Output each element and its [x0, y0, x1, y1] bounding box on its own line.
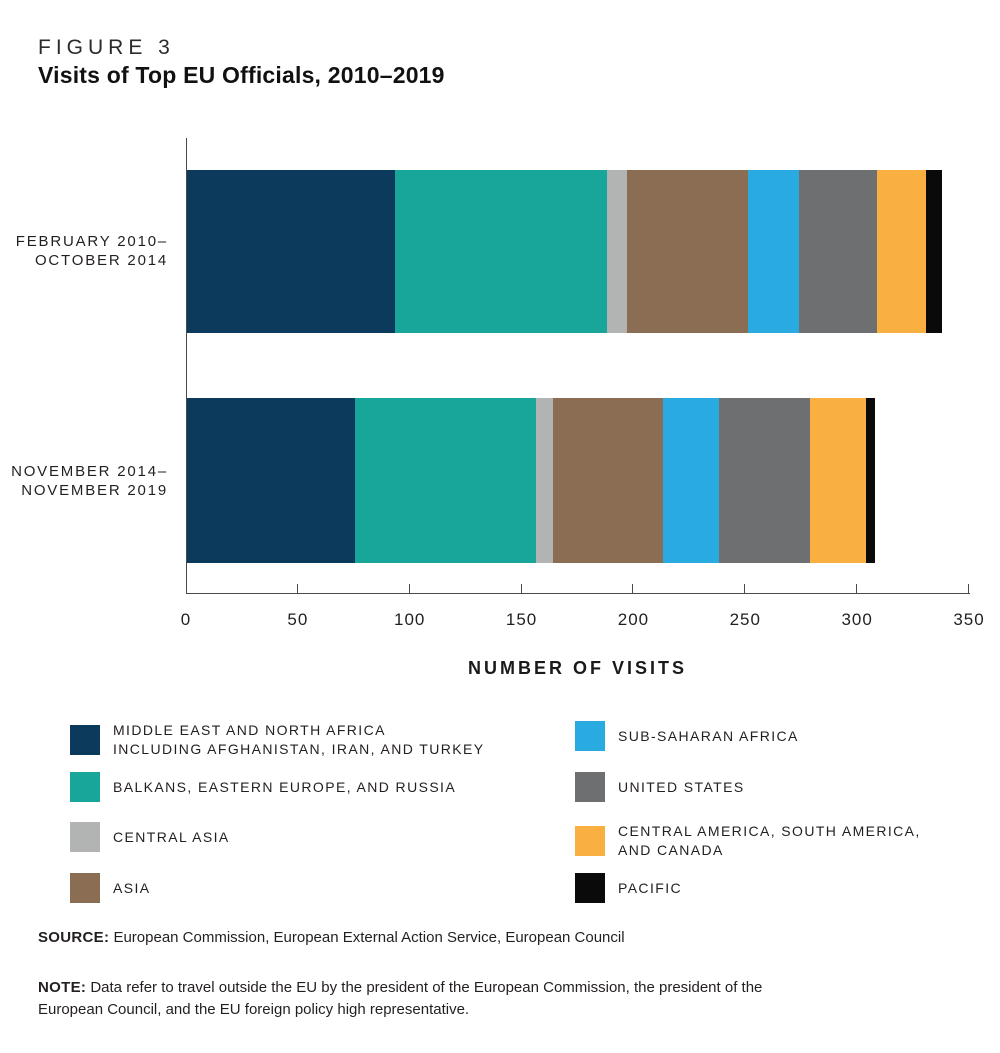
x-axis-tick — [856, 584, 858, 594]
x-axis-tick — [520, 584, 522, 594]
legend-label-line: CENTRAL AMERICA, SOUTH AMERICA, — [618, 823, 921, 839]
bar-segment — [810, 398, 867, 563]
legend-item: CENTRAL ASIA — [70, 822, 230, 852]
legend-item: CENTRAL AMERICA, SOUTH AMERICA, AND CANAD… — [575, 822, 921, 860]
x-axis-title: NUMBER OF VISITS — [467, 658, 687, 678]
legend-label-line: BALKANS, EASTERN EUROPE, AND RUSSIA — [113, 778, 457, 795]
x-axis-tick-label: 150 — [505, 610, 538, 629]
legend-label-line: MIDDLE EAST AND NORTH AFRICA — [113, 722, 386, 738]
legend-label: CENTRAL ASIA — [113, 828, 230, 847]
legend-item: MIDDLE EAST AND NORTH AFRICA INCLUDING AF… — [70, 721, 484, 759]
bar-segment — [866, 398, 876, 563]
legend-label: SUB-SAHARAN AFRICA — [618, 727, 799, 746]
x-axis-tick-label: 50 — [287, 610, 309, 629]
legend-label-line: UNITED STATES — [618, 778, 745, 795]
legend-swatch — [70, 772, 100, 802]
bar-segment — [187, 398, 355, 563]
legend-item: SUB-SAHARAN AFRICA — [575, 721, 799, 751]
legend-item: BALKANS, EASTERN EUROPE, AND RUSSIA — [70, 772, 456, 802]
category-label: FEBRUARY 2010– OCTOBER 2014 — [0, 232, 168, 270]
bar-segment — [553, 398, 663, 563]
legend-label: BALKANS, EASTERN EUROPE, AND RUSSIA — [113, 778, 456, 797]
category-label-line: OCTOBER 2014 — [34, 252, 168, 269]
category-label-line: FEBRUARY 2010– — [15, 233, 168, 250]
legend-label-line: SUB-SAHARAN AFRICA — [618, 727, 799, 744]
x-axis-tick — [968, 584, 969, 594]
x-axis-tick-label: 300 — [841, 610, 873, 629]
note-text-line-2: European Council, and the EU foreign pol… — [38, 1001, 470, 1018]
category-label: NOVEMBER 2014– NOVEMBER 2019 — [0, 462, 168, 500]
legend-swatch — [575, 826, 605, 856]
plot-area — [186, 138, 970, 594]
legend-label-line: ASIA — [113, 879, 151, 896]
figure-label: FIGURE 3 — [38, 36, 175, 59]
legend-item: UNITED STATES — [575, 772, 745, 802]
legend-swatch — [70, 822, 100, 852]
bar-segment — [747, 170, 800, 333]
bar-segment — [926, 170, 943, 333]
legend-label: UNITED STATES — [618, 778, 745, 797]
source-line: SOURCE: European Commission, European Ex… — [38, 929, 625, 946]
legend-item: ASIA — [70, 873, 151, 903]
legend-label-line: INCLUDING AFGHANISTAN, IRAN, AND TURKEY — [113, 741, 485, 757]
x-axis-tick-label: 250 — [729, 610, 761, 629]
bar-segment — [535, 398, 554, 563]
legend-item: PACIFIC — [575, 873, 682, 903]
note-text-line-1: Data refer to travel outside the EU by t… — [90, 979, 763, 996]
bar-segment — [627, 170, 748, 333]
legend-label-line: PACIFIC — [618, 879, 682, 896]
x-axis-tick-label: 100 — [394, 610, 426, 629]
legend-label: PACIFIC — [618, 879, 682, 898]
legend-swatch — [575, 721, 605, 751]
legend-swatch — [575, 772, 605, 802]
x-axis-tick — [744, 584, 746, 594]
bar-nov2014-nov2019 — [187, 398, 969, 563]
legend-swatch — [575, 873, 605, 903]
x-axis-line — [186, 593, 970, 594]
figure-title: Visits of Top EU Officials, 2010–2019 — [38, 62, 445, 88]
bar-segment — [877, 170, 927, 333]
bar-segment — [607, 170, 628, 333]
y-axis-line — [186, 138, 187, 594]
bar-feb2010-oct2014 — [187, 170, 969, 333]
x-axis-tick — [632, 584, 634, 594]
note-label: NOTE: — [38, 979, 87, 996]
category-label-line: NOVEMBER 2019 — [21, 482, 168, 499]
x-axis-tick-label: 0 — [180, 610, 192, 629]
x-axis-tick-label: 350 — [953, 610, 985, 629]
legend-label: ASIA — [113, 879, 151, 898]
x-axis-tick-label: 200 — [617, 610, 650, 629]
legend-label: MIDDLE EAST AND NORTH AFRICA INCLUDING AF… — [113, 721, 484, 759]
bar-segment — [354, 398, 536, 563]
legend-swatch — [70, 873, 100, 903]
legend-label-line: AND CANADA — [618, 842, 724, 858]
category-label-line: NOVEMBER 2014– — [11, 463, 168, 480]
source-text: European Commission, European External A… — [113, 929, 625, 946]
bar-segment — [187, 170, 395, 333]
bar-segment — [718, 398, 811, 563]
bar-segment — [799, 170, 878, 333]
note-line: NOTE: Data refer to travel outside the E… — [38, 977, 762, 1021]
x-axis-tick-labels: 0 50 100 150 200 250 300 350 — [181, 610, 984, 634]
legend-label: CENTRAL AMERICA, SOUTH AMERICA, AND CANAD… — [618, 822, 921, 860]
x-axis-tick — [408, 584, 410, 594]
legend-swatch — [70, 725, 100, 755]
bar-segment — [394, 170, 608, 333]
bar-segment — [662, 398, 719, 563]
legend-label-line: CENTRAL ASIA — [113, 828, 230, 845]
source-label: SOURCE: — [38, 929, 110, 946]
x-axis-tick — [296, 584, 298, 594]
